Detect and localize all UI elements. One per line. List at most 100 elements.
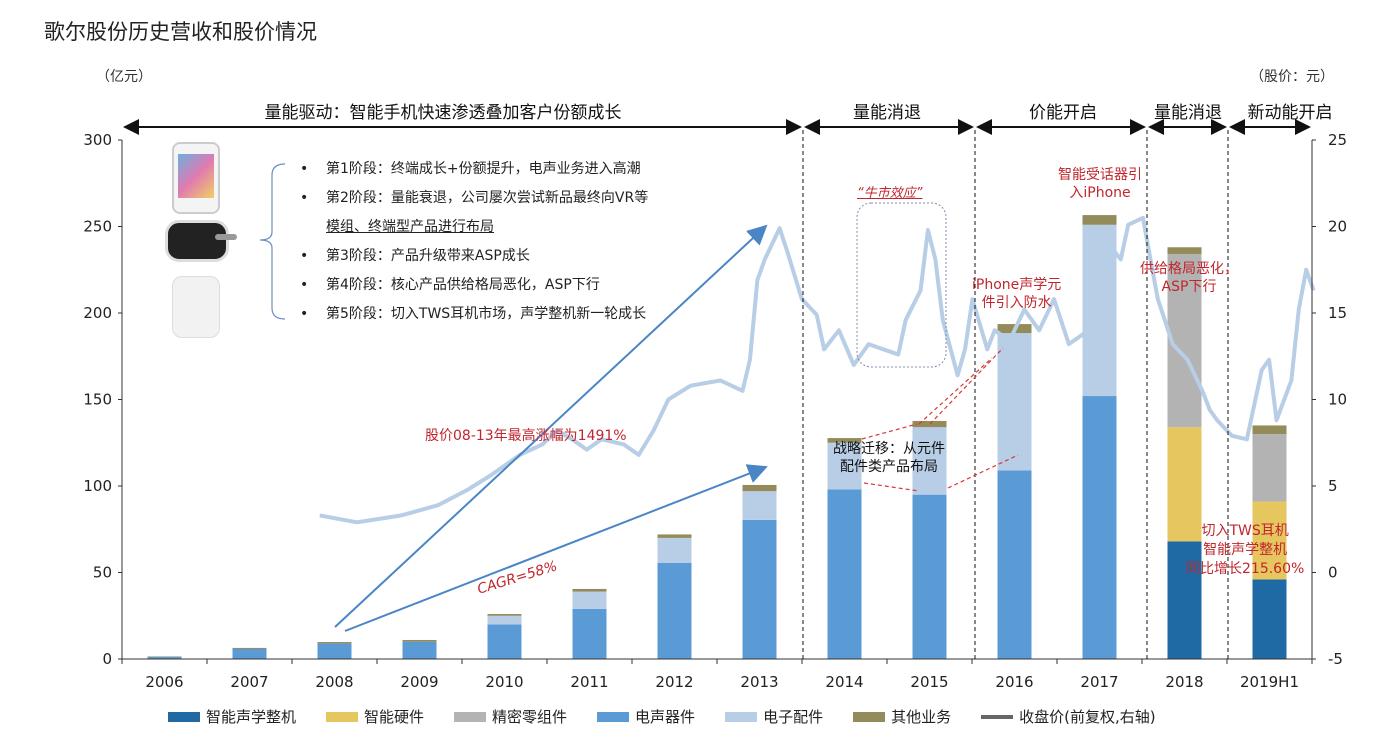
bar-2010-电子配件 bbox=[487, 615, 522, 625]
right-tick-label: 5 bbox=[1328, 477, 1338, 495]
right-tick-label: -5 bbox=[1328, 650, 1343, 668]
bar-2011-电声器件 bbox=[572, 608, 607, 659]
phase-label-3: 价能开启 bbox=[1029, 103, 1097, 123]
stage-text: 第2阶段：量能衰退，公司屡次尝试新品最终向VR等 bbox=[326, 190, 649, 206]
x-tick-label: 2016 bbox=[995, 673, 1033, 691]
legend-label: 收盘价(前复权,右轴) bbox=[1019, 708, 1156, 726]
waterproof-line-1: iPhone声学元 bbox=[972, 277, 1062, 293]
bar-2019H1-精密零组件 bbox=[1252, 434, 1287, 502]
annotation-leader-line bbox=[863, 482, 920, 492]
bar-2012-电子配件 bbox=[657, 537, 692, 563]
right-tick-label: 15 bbox=[1328, 304, 1347, 322]
bar-2017-电子配件 bbox=[1082, 224, 1117, 397]
phase-label-4: 量能消退 bbox=[1154, 103, 1222, 123]
bull-market-annotation: “牛市效应” bbox=[857, 186, 923, 201]
left-tick-label: 300 bbox=[83, 131, 112, 149]
waterproof-line-2: 件引入防水 bbox=[981, 295, 1052, 311]
bar-2014-其他业务 bbox=[827, 438, 862, 443]
bar-2010-电声器件 bbox=[487, 624, 522, 659]
x-tick-label: 2015 bbox=[910, 673, 948, 691]
legend-swatch bbox=[725, 711, 758, 722]
x-tick-label: 2018 bbox=[1165, 673, 1203, 691]
legend-swatch bbox=[326, 711, 359, 722]
bar-2014-电子配件 bbox=[827, 442, 862, 490]
left-tick-label: 250 bbox=[83, 218, 112, 236]
bar-2019H1-智能声学整机 bbox=[1252, 579, 1287, 659]
stage-item: • 第2阶段：量能衰退，公司屡次尝试新品最终向VR等 bbox=[300, 187, 648, 207]
bar-2013-其他业务 bbox=[742, 484, 777, 492]
x-tick-label: 2017 bbox=[1080, 673, 1118, 691]
right-tick-label: 20 bbox=[1328, 218, 1347, 236]
waterproof-annotation: iPhone声学元 件引入防水 bbox=[972, 276, 1061, 312]
bullet: • bbox=[300, 277, 309, 293]
legend-swatch bbox=[853, 711, 886, 722]
stage-item: • 第4阶段：核心产品供给格局恶化，ASP下行 bbox=[300, 274, 600, 294]
annotation-leader-line bbox=[929, 347, 1004, 425]
legend-item: 精密零组件 bbox=[454, 706, 567, 727]
bar-2018-其他业务 bbox=[1167, 247, 1202, 255]
price-line bbox=[319, 215, 1316, 525]
tws-line-2: 智能声学整机 bbox=[1203, 542, 1288, 558]
bar-2011-电子配件 bbox=[572, 591, 607, 609]
stage-text: 第1阶段：终端成长+份额提升，电声业务进入高潮 bbox=[326, 161, 641, 177]
bar-2018-智能硬件 bbox=[1167, 427, 1202, 542]
right-tick-label: 25 bbox=[1328, 131, 1347, 149]
bullet: • bbox=[300, 190, 309, 206]
bar-2009-电声器件 bbox=[402, 641, 437, 659]
strategy-annotation: 战略迁移：从元件 配件类产品布局 bbox=[833, 440, 945, 476]
supply-annotation: 供给格局恶化， ASP下行 bbox=[1140, 260, 1238, 296]
bar-2017-其他业务 bbox=[1082, 215, 1117, 225]
bar-2017-电声器件 bbox=[1082, 396, 1117, 659]
bar-2015-其他业务 bbox=[912, 420, 947, 428]
x-tick-label: 2014 bbox=[825, 673, 863, 691]
right-tick-label: 0 bbox=[1328, 564, 1338, 582]
x-tick-label: 2012 bbox=[655, 673, 693, 691]
stage-item: • 第1阶段：终端成长+份额提升，电声业务进入高潮 bbox=[300, 158, 641, 178]
x-tick-label: 2009 bbox=[400, 673, 438, 691]
receiver-line-2: 入iPhone bbox=[1069, 185, 1131, 201]
bar-2012-电声器件 bbox=[657, 562, 692, 659]
price-gain-annotation: 股价08-13年最高涨幅为1491% bbox=[425, 428, 627, 444]
right-axis-unit: （股价：元） bbox=[1250, 69, 1334, 85]
tws-line-1: 切入TWS耳机 bbox=[1201, 523, 1289, 539]
annotation-leader-line bbox=[918, 357, 993, 425]
bar-2011-其他业务 bbox=[572, 588, 607, 592]
legend-label: 精密零组件 bbox=[492, 708, 568, 726]
x-tick-label: 2008 bbox=[315, 673, 353, 691]
x-tick-label: 2006 bbox=[145, 673, 183, 691]
legend-label: 智能声学整机 bbox=[206, 708, 297, 726]
legend-swatch bbox=[597, 711, 630, 722]
stage-item: • 第3阶段：产品升级带来ASP成长 bbox=[300, 245, 530, 265]
legend-item: 其他业务 bbox=[853, 706, 951, 727]
x-tick-label: 2007 bbox=[230, 673, 268, 691]
iphone-icon bbox=[172, 142, 220, 214]
bar-2015-电子配件 bbox=[912, 427, 947, 495]
legend-label: 其他业务 bbox=[891, 708, 952, 726]
x-tick-label: 2013 bbox=[740, 673, 778, 691]
stage-text: 第5阶段：切入TWS耳机市场，声学整机新一轮成长 bbox=[326, 306, 647, 322]
bar-2015-电声器件 bbox=[912, 494, 947, 659]
legend-label: 电声器件 bbox=[635, 708, 696, 726]
tws-annotation: 切入TWS耳机 智能声学整机 同比增长215.60% bbox=[1186, 522, 1304, 579]
left-axis-unit: （亿元） bbox=[96, 69, 152, 85]
strategy-line-2: 配件类产品布局 bbox=[840, 459, 938, 475]
legend-item: 智能声学整机 bbox=[168, 706, 296, 727]
bullet: • bbox=[300, 161, 309, 177]
supply-line-1: 供给格局恶化， bbox=[1140, 261, 1238, 277]
phase-label-2: 量能消退 bbox=[853, 103, 921, 123]
bar-2016-电声器件 bbox=[997, 470, 1032, 659]
x-tick-label: 2019H1 bbox=[1240, 673, 1299, 691]
stage-bracket bbox=[259, 163, 286, 320]
receiver-line-1: 智能受话器引 bbox=[1058, 167, 1142, 183]
legend-line-swatch bbox=[981, 714, 1014, 719]
legend-item-line: 收盘价(前复权,右轴) bbox=[981, 706, 1156, 727]
stage-text: 第4阶段：核心产品供给格局恶化，ASP下行 bbox=[326, 277, 600, 293]
legend-item: 电声器件 bbox=[597, 706, 695, 727]
stage-text: 模组、终端型产品进行布局 bbox=[326, 219, 494, 235]
legend-label: 电子配件 bbox=[763, 708, 824, 726]
bar-2013-电子配件 bbox=[742, 491, 777, 520]
left-tick-label: 150 bbox=[83, 391, 112, 409]
bar-2008-电声器件 bbox=[317, 643, 352, 659]
left-tick-label: 200 bbox=[83, 304, 112, 322]
